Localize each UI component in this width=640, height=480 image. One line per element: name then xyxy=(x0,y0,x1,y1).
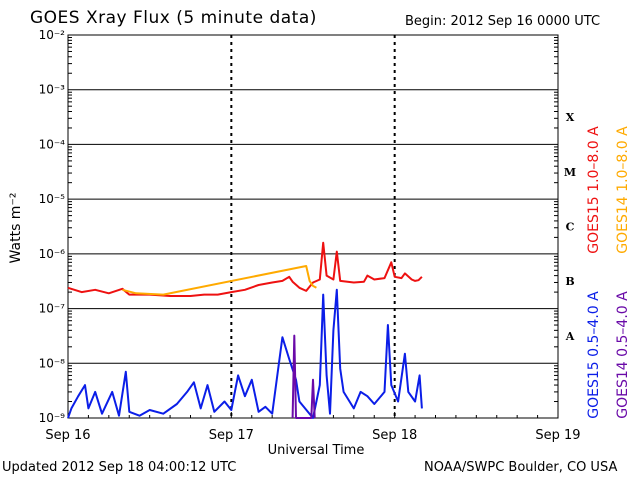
y-tick-label: 10⁻² xyxy=(39,28,66,42)
flare-class-label: B xyxy=(565,275,574,288)
chart-title: GOES Xray Flux (5 minute data) xyxy=(30,8,317,28)
y-axis-label: Watts m⁻² xyxy=(8,193,24,264)
x-axis-label: Universal Time xyxy=(268,443,365,458)
plot-frame xyxy=(67,34,559,419)
series-line xyxy=(122,265,317,296)
y-tick-label: 10⁻⁸ xyxy=(39,356,66,370)
flare-class-label: X xyxy=(566,111,575,124)
x-tick-label: Sep 19 xyxy=(535,428,580,443)
updated-timestamp: Updated 2012 Sep 18 04:00:12 UTC xyxy=(2,460,237,475)
y-tick-label: 10⁻⁶ xyxy=(39,247,66,261)
flare-class-label: M xyxy=(564,166,576,179)
y-tick-label: 10⁻⁷ xyxy=(39,302,66,316)
legend-entry: GOES14 0.5–4.0 A xyxy=(615,291,631,419)
y-tick-label: 10⁻⁹ xyxy=(39,411,66,425)
flare-class-label: A xyxy=(565,330,575,343)
legend-entry: GOES14 1.0–8.0 A xyxy=(615,126,631,254)
y-tick-label: 10⁻⁵ xyxy=(39,192,66,206)
x-tick-label: Sep 18 xyxy=(372,428,417,443)
legend-entry: GOES15 0.5–4.0 A xyxy=(586,291,602,419)
y-tick-label: 10⁻⁴ xyxy=(39,137,66,151)
credit: NOAA/SWPC Boulder, CO USA xyxy=(424,460,618,475)
legend-entry: GOES15 1.0–8.0 A xyxy=(586,126,602,254)
x-tick-label: Sep 16 xyxy=(45,428,90,443)
y-tick-label: 10⁻³ xyxy=(39,83,66,97)
series-line xyxy=(291,334,316,419)
begin-time: Begin: 2012 Sep 16 0000 UTC xyxy=(405,14,601,29)
flare-class-label: C xyxy=(566,221,575,234)
x-tick-label: Sep 17 xyxy=(209,428,254,443)
series-line xyxy=(67,288,423,419)
